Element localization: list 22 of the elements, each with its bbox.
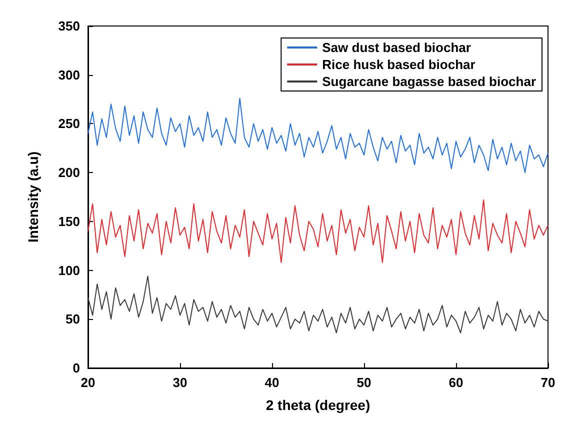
line-series — [88, 98, 548, 174]
y-tick-label: 50 — [66, 312, 80, 327]
y-tick-label: 200 — [58, 165, 80, 180]
x-tick-label: 20 — [80, 375, 96, 390]
x-tick-label: 40 — [264, 375, 280, 390]
line-series — [88, 199, 548, 263]
line-series — [88, 276, 548, 334]
y-axis-title: Intensity (a.u) — [25, 151, 41, 243]
y-tick-label: 350 — [58, 18, 80, 34]
legend-label: Saw dust based biochar — [322, 40, 471, 55]
y-tick-label: 150 — [58, 214, 80, 229]
y-tick-label: 0 — [72, 360, 80, 376]
y-tick-label: 100 — [58, 262, 80, 278]
x-tick-label: 70 — [540, 375, 556, 390]
x-axis-title: 2 theta (degree) — [266, 397, 370, 413]
y-tick-label: 300 — [58, 67, 80, 82]
legend-label: Sugarcane bagasse based biochar — [322, 74, 536, 89]
legend-label: Rice husk based biochar — [322, 57, 476, 72]
x-tick-label: 60 — [448, 375, 464, 390]
x-tick-label: 50 — [356, 375, 372, 390]
y-tick-label: 250 — [58, 116, 80, 132]
x-tick-label: 30 — [172, 375, 188, 390]
